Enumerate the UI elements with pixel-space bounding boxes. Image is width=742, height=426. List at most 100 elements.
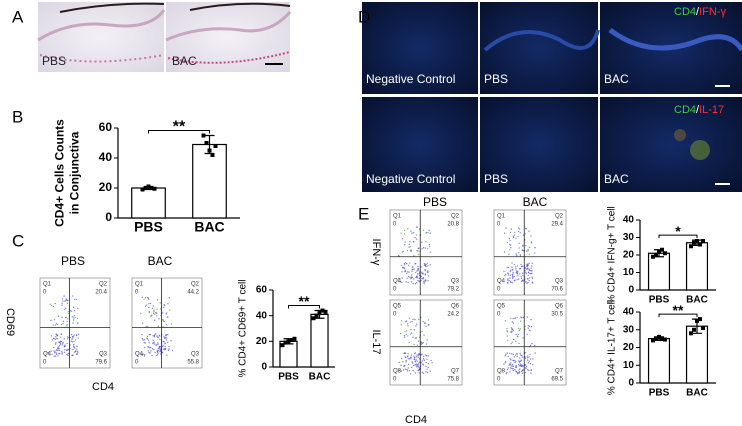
event-dot: [153, 348, 155, 351]
event-dot: [531, 277, 534, 280]
event-dot: [404, 244, 406, 246]
event-dot: [409, 245, 411, 248]
event-dot: [77, 337, 79, 339]
event-dot: [507, 367, 509, 369]
event-dot: [417, 353, 420, 355]
event-dot: [421, 248, 423, 250]
marker-part: /: [696, 6, 700, 18]
event-dot: [414, 236, 416, 239]
event-dot: [403, 267, 406, 270]
event-dot: [422, 246, 425, 249]
event-dot: [57, 315, 60, 318]
event-dot: [55, 333, 57, 336]
event-dot: [54, 352, 56, 354]
event-dot: [508, 253, 510, 256]
event-dot: [401, 357, 403, 360]
bar: [310, 313, 329, 368]
event-dot: [519, 320, 522, 322]
event-dot: [429, 251, 432, 253]
micrograph-a: [37, 2, 292, 72]
event-dot: [416, 226, 418, 229]
event-dot: [165, 334, 167, 336]
event-dot: [156, 344, 158, 346]
event-dot: [54, 324, 57, 326]
data-point: [146, 184, 151, 189]
data-point: [651, 254, 655, 259]
flow-plot-frame: [131, 277, 203, 369]
event-dot: [60, 333, 63, 335]
event-dot: [73, 310, 76, 312]
quadrant-name: Q4: [497, 279, 506, 285]
quadrant-name: Q5: [497, 304, 506, 310]
quadrant-name: Q3: [191, 352, 200, 358]
event-dot: [513, 275, 516, 278]
event-dot: [418, 247, 420, 249]
event-dot: [417, 318, 420, 321]
event-dot: [154, 319, 156, 321]
data-point: [654, 253, 658, 257]
event-dot: [507, 355, 509, 358]
event-dot: [164, 345, 166, 348]
event-dot: [521, 372, 524, 374]
event-dot: [514, 354, 517, 356]
event-dot: [404, 241, 406, 243]
event-dot: [50, 319, 52, 322]
event-dot: [520, 265, 523, 268]
image-caption: Negative Control: [366, 72, 455, 86]
event-dot: [151, 354, 153, 357]
event-dot: [506, 371, 508, 374]
event-dot: [57, 346, 60, 348]
event-dot: [409, 262, 411, 264]
x-axis-label: CD4: [92, 381, 114, 393]
event-dot: [518, 342, 520, 345]
event-dot: [423, 334, 425, 336]
data-point: [660, 336, 664, 341]
event-dot: [147, 297, 149, 299]
quadrant-value: 0: [497, 312, 501, 318]
event-dot: [512, 235, 515, 238]
event-dot: [414, 318, 416, 321]
event-dot: [518, 369, 520, 371]
event-dot: [72, 317, 75, 319]
quadrant-value: 0: [43, 360, 47, 366]
event-dot: [504, 355, 506, 357]
event-dot: [406, 272, 408, 275]
event-dot: [58, 341, 60, 344]
event-dot: [415, 238, 418, 240]
event-dot: [516, 316, 518, 319]
event-dot: [47, 351, 49, 354]
event-dot: [404, 368, 407, 371]
event-dot: [405, 361, 407, 363]
event-dot: [411, 232, 413, 234]
event-dot: [509, 357, 511, 360]
event-dot: [427, 275, 430, 277]
quadrant-name: Q2: [191, 282, 200, 288]
event-dot: [50, 335, 53, 337]
event-dot: [529, 269, 531, 272]
event-dot: [507, 272, 509, 275]
significance-label: **: [173, 119, 186, 136]
event-dot: [507, 274, 510, 276]
event-dot: [410, 328, 412, 331]
quadrant-value: 0: [497, 222, 501, 228]
y-tick-label: 60: [256, 285, 268, 296]
quadrant-name: Q5: [393, 304, 402, 310]
event-dot: [516, 371, 519, 374]
event-dot: [411, 361, 413, 363]
significance-bracket: [658, 313, 698, 318]
event-dot: [506, 335, 508, 337]
x-tick-label: PBS: [278, 372, 299, 383]
event-dot: [63, 295, 65, 297]
event-dot: [522, 274, 524, 276]
quadrant-value: 20.8: [447, 222, 459, 228]
event-dot: [163, 304, 166, 307]
event-dot: [158, 350, 160, 352]
event-dot: [512, 328, 514, 331]
bar: [685, 242, 709, 291]
event-dot: [51, 339, 54, 341]
event-dot: [410, 354, 413, 356]
event-dot: [141, 334, 143, 336]
quadrant-value: 0: [135, 360, 139, 366]
event-dot: [408, 358, 411, 360]
